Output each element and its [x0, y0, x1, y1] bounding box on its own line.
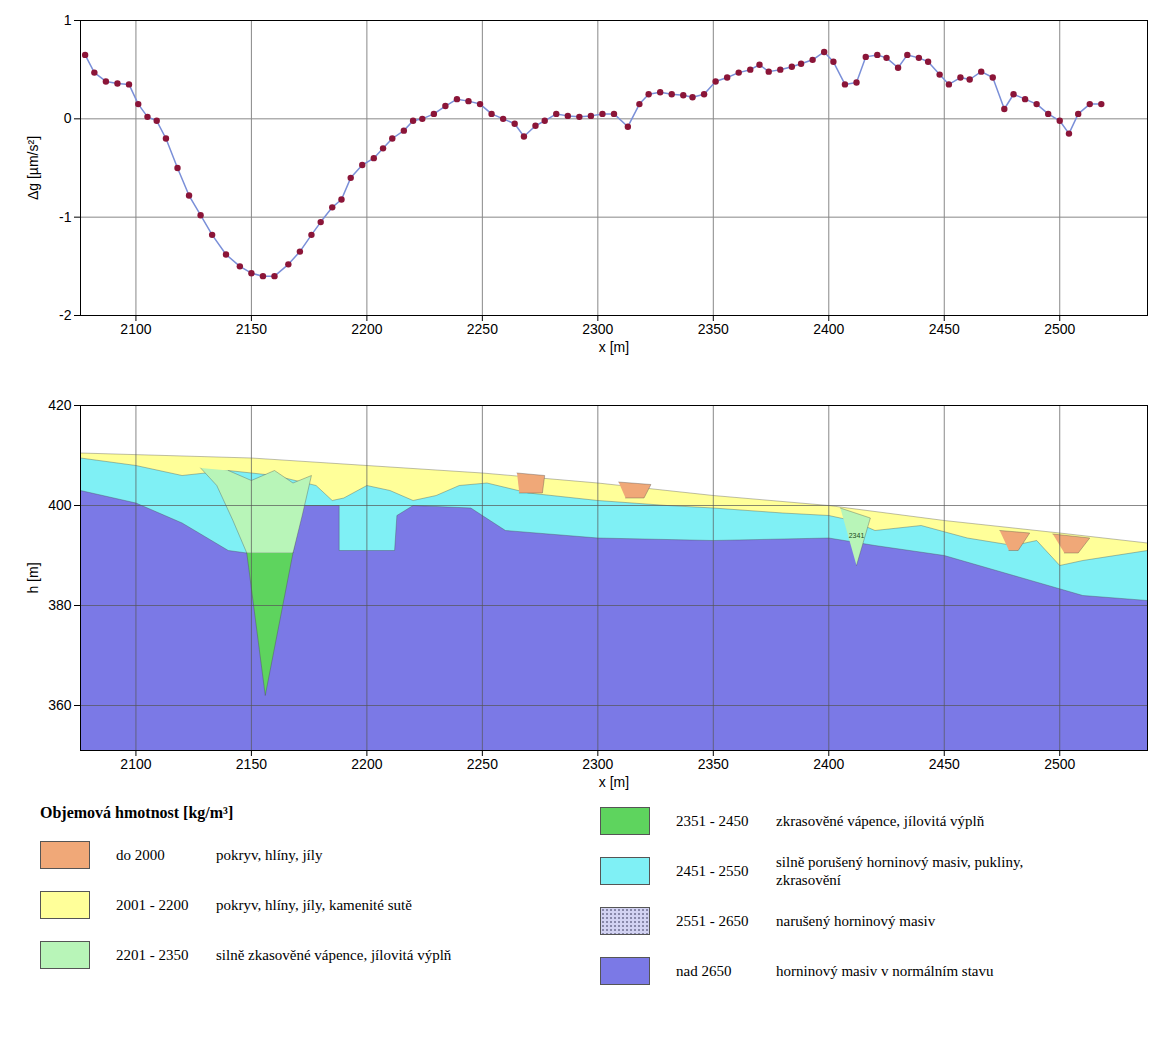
svg-text:2450: 2450: [929, 756, 960, 772]
svg-text:420: 420: [48, 397, 72, 413]
svg-text:Δg [µm/s²]: Δg [µm/s²]: [25, 136, 41, 200]
svg-text:2500: 2500: [1044, 756, 1075, 772]
svg-text:2250: 2250: [467, 756, 498, 772]
html-text:2551 - 2650: 2551 - 2650: [676, 912, 749, 929]
svg-text:380: 380: [48, 597, 72, 613]
svg-text:2250: 2250: [467, 321, 498, 337]
svg-text:2200: 2200: [351, 756, 382, 772]
html-text:silně zkasověné vápence, jílov: silně zkasověné vápence, jílovitá výplň: [216, 947, 452, 963]
svg-text:x [m]: x [m]: [599, 339, 629, 355]
svg-text:400: 400: [48, 497, 72, 513]
svg-text:-1: -1: [59, 209, 72, 225]
html-text:2451 - 2550: 2451 - 2550: [676, 862, 749, 879]
svg-text:2300: 2300: [582, 756, 613, 772]
svg-text:0: 0: [64, 110, 72, 126]
svg-text:2350: 2350: [698, 756, 729, 772]
svg-text:2350: 2350: [698, 321, 729, 337]
svg-text:2450: 2450: [929, 321, 960, 337]
html-text:Objemová hmotnost [kg/m³]: Objemová hmotnost [kg/m³]: [40, 804, 234, 821]
svg-text:h [m]: h [m]: [25, 562, 41, 593]
svg-text:2150: 2150: [236, 756, 267, 772]
svg-text:-2: -2: [59, 307, 72, 323]
html-text:nad 2650: nad 2650: [676, 962, 732, 979]
svg-text:2300: 2300: [582, 321, 613, 337]
svg-text:2400: 2400: [813, 321, 844, 337]
svg-text:1: 1: [64, 12, 72, 28]
svg-text:2150: 2150: [236, 321, 267, 337]
svg-text:x [m]: x [m]: [599, 774, 629, 790]
html-text:pokryv, hlíny, jíly, kamenité: pokryv, hlíny, jíly, kamenité sutě: [216, 897, 412, 913]
html-text:horninový masiv v normálním st: horninový masiv v normálním stavu: [776, 963, 994, 979]
svg-text:2341: 2341: [849, 532, 865, 539]
svg-text:2400: 2400: [813, 756, 844, 772]
html-text:do 2000: do 2000: [116, 846, 165, 863]
svg-text:2100: 2100: [120, 321, 151, 337]
html-text:2201 - 2350: 2201 - 2350: [116, 946, 189, 963]
html-text:pokryv, hlíny, jíly: pokryv, hlíny, jíly: [216, 847, 323, 863]
html-text:narušený horninový masiv: narušený horninový masiv: [776, 913, 936, 929]
svg-text:360: 360: [48, 697, 72, 713]
svg-text:2200: 2200: [351, 321, 382, 337]
html-text:silně porušený horninový masiv: silně porušený horninový masiv, pukliny,…: [776, 854, 1024, 888]
html-text:zkrasověné vápence, jílovitá v: zkrasověné vápence, jílovitá výplň: [776, 813, 985, 829]
svg-text:2100: 2100: [120, 756, 151, 772]
svg-text:2500: 2500: [1044, 321, 1075, 337]
html-text:2351 - 2450: 2351 - 2450: [676, 812, 749, 829]
html-text:2001 - 2200: 2001 - 2200: [116, 896, 189, 913]
